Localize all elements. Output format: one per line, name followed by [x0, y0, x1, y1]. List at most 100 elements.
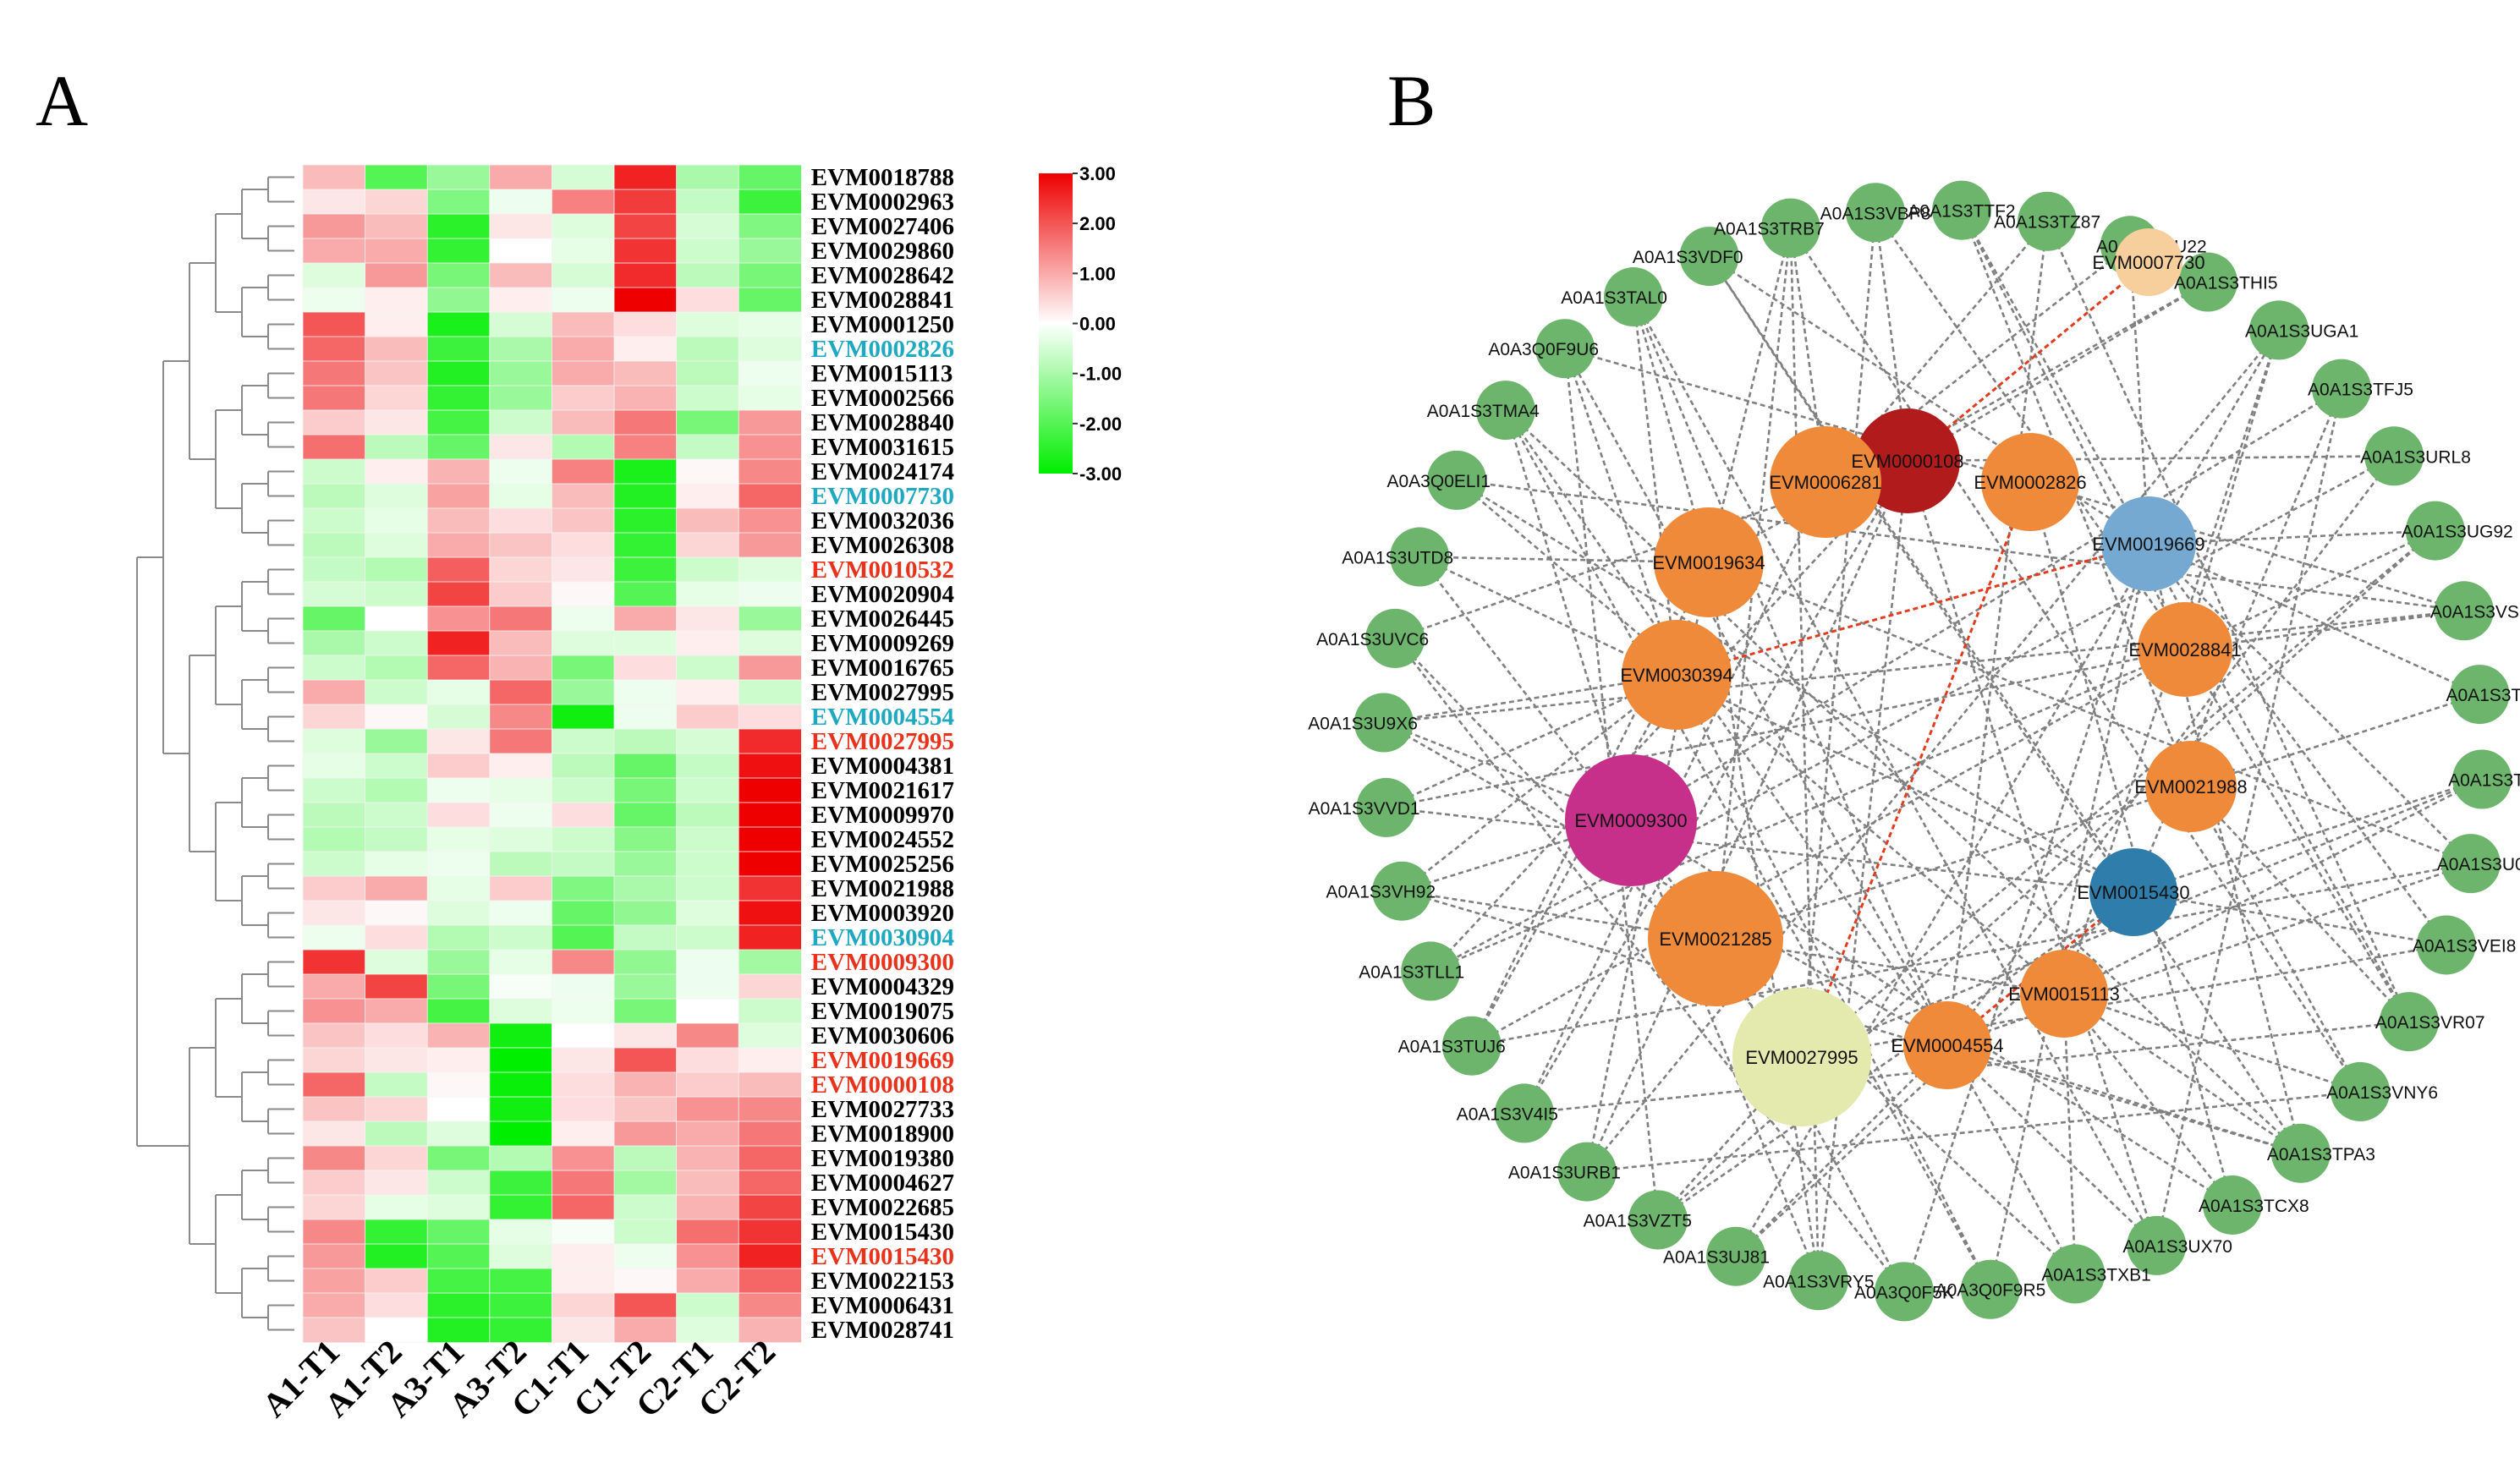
heatmap-cell	[426, 556, 491, 584]
heatmap-cell	[676, 777, 740, 804]
gene-label: EVM0032036	[811, 507, 954, 534]
network-edge	[2063, 778, 2483, 995]
heatmap-cell	[365, 826, 429, 853]
heatmap-cell	[552, 311, 616, 338]
network-edge	[2029, 480, 2465, 612]
heatmap-cell	[426, 1170, 491, 1197]
heatmap-cell	[613, 973, 678, 1000]
heatmap-cell	[676, 1194, 740, 1221]
peripheral-node-label: A0A1S3TRB7	[1714, 220, 1825, 239]
heatmap-cell	[302, 1243, 366, 1270]
heatmap-cell	[676, 434, 740, 461]
heatmap-cell	[302, 336, 366, 363]
hub-node-label: EVM0000108	[1851, 451, 1963, 472]
heatmap-cell	[302, 1170, 366, 1197]
heatmap-cell	[613, 605, 678, 633]
network-edge	[2062, 993, 2234, 1206]
heatmap-cell	[552, 655, 616, 682]
heatmap-cell	[426, 630, 491, 657]
network-edge	[1523, 460, 1909, 1115]
heatmap-cell	[676, 1022, 740, 1049]
gene-label: EVM0027995	[811, 728, 954, 755]
hub-node-label: EVM0015113	[2008, 984, 2120, 1005]
colorbar-gradient	[1039, 173, 1073, 474]
heatmap-cell	[489, 998, 553, 1025]
heatmap-cell	[489, 753, 553, 780]
heatmap-cell	[738, 507, 802, 534]
gene-label: EVM0015430	[811, 1219, 954, 1246]
peripheral-node	[1874, 1262, 1934, 1322]
gene-label: EVM0000108	[811, 1071, 954, 1099]
network-edge	[1419, 556, 2134, 894]
gene-label: EVM0025256	[811, 851, 954, 878]
heatmap-cell	[489, 213, 553, 240]
heatmap-cell	[489, 949, 553, 976]
peripheral-node-label: A0A1S3VRY5	[1763, 1272, 1875, 1291]
network-edge	[1735, 1044, 1948, 1258]
heatmap-cell	[613, 1268, 678, 1295]
heatmap-cell	[613, 1317, 678, 1344]
heatmap-cell	[613, 1243, 678, 1270]
heatmap-cell	[738, 458, 802, 485]
network-edge	[1504, 409, 2302, 1154]
heatmap-cell	[676, 924, 740, 951]
heatmap-cell	[426, 753, 491, 780]
peripheral-node-label: A0A1S3VNY6	[2326, 1083, 2438, 1103]
heatmap-cell	[302, 1317, 366, 1344]
network-edge	[2133, 890, 2447, 946]
heatmap-gene-labels: EVM0018788EVM0002963EVM0027406EVM0029860…	[811, 164, 954, 1344]
heatmap-cell	[302, 1219, 366, 1246]
heatmap-cell	[552, 1170, 616, 1197]
heatmap-cell	[613, 507, 678, 534]
peripheral-node	[1356, 777, 1416, 837]
network-edge	[1708, 561, 2472, 865]
heatmap-cell	[489, 385, 553, 412]
heatmap-cell	[676, 287, 740, 314]
hub-node-label: EVM0015430	[2077, 882, 2189, 903]
heatmap-cell	[489, 1096, 553, 1123]
network-edge	[1874, 211, 2187, 650]
heatmap-cell	[426, 1022, 491, 1049]
heatmap-cell	[426, 1194, 491, 1221]
heatmap-cell	[738, 998, 802, 1025]
heatmap-cell	[489, 1022, 553, 1049]
network-edge	[1470, 674, 1678, 1047]
peripheral-node	[1401, 941, 1461, 1001]
heatmap-cell	[365, 581, 429, 608]
heatmap-cell	[676, 262, 740, 289]
heatmap-cell	[365, 605, 429, 633]
network-edge	[1401, 890, 2065, 995]
heatmap-cell	[426, 409, 491, 436]
heatmap-cell	[302, 1071, 366, 1099]
gene-label: EVM0021988	[811, 875, 954, 902]
heatmap-cell	[738, 605, 802, 633]
heatmap-cell	[426, 581, 491, 608]
heatmap-cell	[613, 753, 678, 780]
heatmap-cell	[613, 924, 678, 951]
heatmap-cell	[426, 385, 491, 412]
heatmap-cell	[552, 753, 616, 780]
network-edge	[1707, 227, 1793, 563]
heatmap-cell	[552, 875, 616, 902]
network-edge	[1946, 221, 2049, 1046]
heatmap-cell	[426, 189, 491, 216]
peripheral-node-label: A0A1S3VS24	[2430, 602, 2520, 622]
heatmap-cell	[552, 507, 616, 534]
peripheral-node	[1494, 1083, 1554, 1143]
heatmap-cell	[738, 704, 802, 731]
heatmap-cell	[365, 1292, 429, 1319]
peripheral-node-label: A0A1S3TZ87	[1994, 213, 2100, 233]
heatmap-cell	[552, 336, 616, 363]
heatmap-cell	[489, 679, 553, 706]
heatmap-cell	[426, 213, 491, 240]
hub-node-label: EVM0021285	[1659, 929, 1771, 950]
heatmap-cell	[613, 556, 678, 584]
network-edge	[1989, 543, 2150, 1290]
heatmap-cell	[552, 1219, 616, 1246]
heatmap-cell	[365, 900, 429, 927]
heatmap-cell	[676, 1243, 740, 1270]
heatmap-cell	[738, 826, 802, 853]
heatmap-cell	[552, 532, 616, 559]
